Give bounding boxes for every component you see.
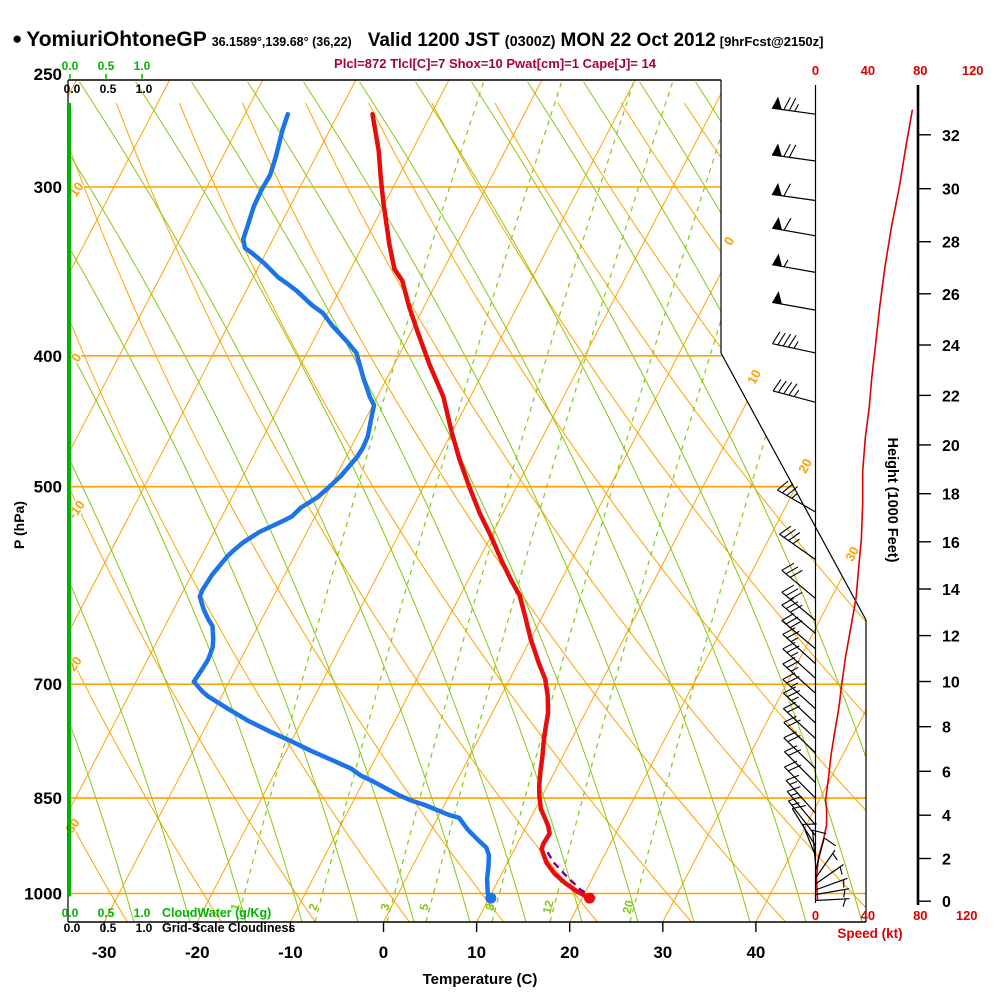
- svg-text:14: 14: [942, 582, 960, 599]
- svg-text:0.5: 0.5: [98, 906, 115, 920]
- svg-text:40: 40: [861, 63, 875, 78]
- svg-text:700: 700: [34, 675, 62, 694]
- svg-text:20: 20: [942, 438, 960, 455]
- svg-text:120: 120: [956, 908, 978, 923]
- chart-title: ● YomiuriOhtoneGP 36.1589°,139.68° (36,22)…: [12, 28, 998, 52]
- wind-speed-curve: [815, 109, 914, 900]
- svg-text:0: 0: [812, 63, 819, 78]
- svg-text:0.5: 0.5: [100, 82, 117, 96]
- svg-text:300: 300: [34, 178, 62, 197]
- svg-text:12: 12: [942, 629, 960, 646]
- bullet-icon: ●: [12, 29, 23, 48]
- svg-text:40: 40: [861, 908, 875, 923]
- forecast-tag: [9hrFcst@2150z]: [719, 34, 824, 49]
- svg-text:0: 0: [379, 943, 388, 962]
- valid-date: MON 22 Oct 2012: [560, 30, 716, 51]
- svg-text:32: 32: [942, 128, 960, 145]
- svg-text:1.0: 1.0: [134, 906, 151, 920]
- svg-text:1: 1: [228, 902, 243, 912]
- svg-text:18: 18: [942, 487, 960, 504]
- svg-text:6: 6: [942, 764, 951, 781]
- svg-text:0: 0: [942, 894, 951, 911]
- surface-temp-dot: [584, 892, 596, 904]
- sounding-curves: [191, 111, 596, 901]
- svg-text:400: 400: [34, 347, 62, 366]
- svg-text:0.5: 0.5: [100, 921, 117, 935]
- stability-indices: Plcl=872 Tlcl[C]=7 Shox=10 Pwat[cm]=1 Ca…: [334, 56, 656, 71]
- svg-text:-20: -20: [185, 943, 210, 962]
- mixing-ratio-labels: 1 2 3 5 8 12 20: [228, 898, 637, 915]
- svg-text:4: 4: [942, 808, 951, 825]
- svg-text:0: 0: [812, 908, 819, 923]
- svg-text:0.0: 0.0: [64, 921, 81, 935]
- valid-time: Valid 1200 JST: [367, 30, 500, 51]
- svg-text:Grid-Scale Cloudiness: Grid-Scale Cloudiness: [162, 921, 295, 935]
- svg-text:24: 24: [942, 338, 960, 355]
- svg-text:20: 20: [620, 898, 637, 915]
- svg-text:5: 5: [417, 902, 432, 912]
- svg-text:28: 28: [942, 235, 960, 252]
- svg-text:-20: -20: [62, 653, 85, 677]
- svg-text:22: 22: [942, 388, 960, 405]
- svg-text:20: 20: [560, 943, 579, 962]
- surface-dew-dot: [485, 892, 497, 904]
- svg-text:CloudWater (g/Kg): CloudWater (g/Kg): [162, 906, 271, 920]
- svg-text:0.0: 0.0: [64, 82, 81, 96]
- svg-text:40: 40: [746, 943, 765, 962]
- svg-text:80: 80: [913, 63, 927, 78]
- svg-text:500: 500: [34, 478, 62, 497]
- wind-barbs: [771, 85, 850, 907]
- svg-text:0.0: 0.0: [62, 59, 79, 73]
- svg-text:250: 250: [34, 65, 62, 84]
- svg-text:-30: -30: [60, 815, 83, 839]
- svg-text:Temperature (C): Temperature (C): [423, 971, 538, 988]
- svg-text:30: 30: [942, 182, 960, 199]
- svg-text:10: 10: [942, 675, 960, 692]
- pressure-axis: 250 300 400 500 700 850 1000 P (hPa): [11, 65, 62, 903]
- svg-text:850: 850: [34, 789, 62, 808]
- svg-text:-10: -10: [278, 943, 303, 962]
- svg-text:26: 26: [942, 287, 960, 304]
- svg-text:16: 16: [942, 535, 960, 552]
- svg-text:0: 0: [721, 234, 738, 247]
- svg-text:Speed (kt): Speed (kt): [837, 926, 902, 941]
- svg-text:Height (1000 Feet): Height (1000 Feet): [884, 438, 900, 563]
- svg-text:1.0: 1.0: [136, 921, 153, 935]
- svg-text:30: 30: [653, 943, 672, 962]
- surface-dots: [485, 892, 596, 904]
- svg-text:80: 80: [913, 908, 927, 923]
- svg-text:8: 8: [483, 902, 498, 912]
- cloudwater-scale: 0.00.00.00.00.50.50.50.51.01.01.01.0Clou…: [62, 59, 296, 935]
- svg-text:3: 3: [378, 902, 393, 912]
- svg-text:P (hPa): P (hPa): [11, 501, 27, 549]
- station-name: YomiuriOhtoneGP: [26, 28, 207, 51]
- svg-text:2: 2: [306, 902, 321, 912]
- temperature-curve: [370, 111, 592, 901]
- svg-text:0.0: 0.0: [62, 906, 79, 920]
- svg-text:-30: -30: [92, 943, 117, 962]
- valid-zulu: (0300Z): [504, 34, 556, 50]
- svg-text:0.5: 0.5: [98, 59, 115, 73]
- plot-frame: [67, 79, 867, 923]
- station-coords: 36.1589°,139.68° (36,22): [211, 35, 352, 49]
- temperature-axis: -30 -20 -10 0 10 20 30 40 Temperature (C): [92, 922, 765, 988]
- svg-text:1000: 1000: [24, 884, 62, 903]
- svg-text:120: 120: [962, 63, 984, 78]
- grid-lines: [68, 80, 866, 922]
- svg-text:1.0: 1.0: [134, 59, 151, 73]
- svg-text:8: 8: [942, 720, 951, 737]
- svg-text:10: 10: [744, 367, 764, 387]
- svg-text:20: 20: [795, 456, 815, 476]
- svg-text:10: 10: [467, 943, 486, 962]
- svg-text:2: 2: [942, 851, 951, 868]
- dewpoint-curve: [191, 111, 494, 901]
- svg-text:1.0: 1.0: [136, 82, 153, 96]
- svg-text:12: 12: [540, 898, 557, 915]
- parcel-path: [545, 849, 596, 900]
